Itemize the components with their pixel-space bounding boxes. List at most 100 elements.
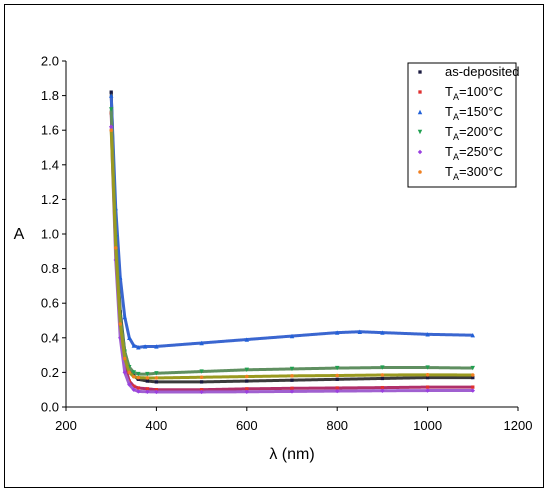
- data-point: [127, 382, 132, 387]
- data-point: [154, 380, 159, 384]
- data-point: [199, 369, 204, 374]
- data-point: [335, 330, 340, 335]
- data-point: [145, 379, 150, 383]
- series-5: [109, 128, 475, 380]
- data-point: [290, 378, 294, 382]
- data-point: [245, 387, 249, 391]
- data-point: [425, 375, 430, 380]
- data-point: [289, 389, 295, 394]
- legend-entry: TA=100°C: [445, 84, 503, 102]
- y-tick-label: 1.0: [41, 227, 59, 242]
- y-tick-labels: 0.0 0.2 0.4 0.6 0.8 1.0 1.2 1.4 1.6 1.8 2.0: [41, 54, 66, 415]
- data-point: [131, 370, 136, 375]
- data-point: [380, 385, 385, 390]
- data-point: [245, 379, 249, 383]
- data-point: [154, 388, 159, 392]
- data-point: [109, 93, 114, 98]
- data-point: [471, 385, 475, 389]
- data-point: [290, 386, 294, 390]
- legend: as-deposited TA=100°C TA=150°C TA=200°C TA=2…: [407, 62, 519, 188]
- x-tick-label: 1200: [504, 418, 533, 433]
- x-tick-labels: 200 400 600 800 1000 1200: [55, 407, 532, 433]
- data-point: [357, 329, 362, 334]
- data-point: [122, 370, 127, 375]
- y-tick-label: 0.8: [41, 261, 59, 276]
- data-point: [145, 389, 150, 394]
- data-point: [127, 370, 132, 375]
- data-point: [109, 128, 113, 132]
- data-point: [425, 388, 430, 393]
- x-tick-label: 600: [236, 418, 258, 433]
- data-point: [154, 371, 159, 376]
- data-point: [199, 340, 204, 346]
- data-point: [154, 376, 159, 380]
- data-point: [132, 384, 136, 388]
- data-point: [471, 373, 475, 377]
- data-point: [154, 389, 159, 395]
- figure-frame: 200 400 600 800 1000 1200 0.0 0.2 0.4 0.6 0.8 1.0 1…: [4, 4, 544, 488]
- legend-entry: as-deposited: [445, 64, 519, 79]
- data-point: [109, 107, 114, 112]
- y-tick-label: 0.6: [41, 296, 59, 311]
- x-tick-label: 1000: [413, 418, 442, 433]
- data-point: [380, 365, 385, 370]
- data-point: [131, 387, 136, 392]
- legend-marker: [417, 129, 423, 135]
- legend-entry: TA=150°C: [445, 104, 503, 122]
- data-point: [425, 332, 430, 337]
- series-4: [109, 124, 475, 395]
- x-tick-label: 200: [55, 418, 77, 433]
- data-point: [290, 374, 294, 378]
- legend-marker: [417, 109, 423, 115]
- data-point: [113, 246, 118, 250]
- data-point: [142, 344, 148, 349]
- y-tick-label: 0.2: [41, 365, 59, 380]
- data-point: [154, 344, 159, 349]
- data-point: [335, 377, 339, 381]
- data-point: [145, 387, 150, 391]
- data-point: [335, 386, 339, 390]
- data-point: [132, 374, 136, 379]
- y-tick-label: 2.0: [41, 54, 59, 69]
- y-tick-label: 0.0: [41, 400, 59, 415]
- legend-entry: TA=300°C: [445, 164, 503, 182]
- data-point: [244, 337, 249, 342]
- legend-entry: TA=200°C: [445, 124, 503, 142]
- plot-area: [109, 90, 475, 395]
- legend-marker: [418, 170, 422, 174]
- data-point: [122, 314, 127, 320]
- x-tick-label: 400: [146, 418, 168, 433]
- data-point: [335, 388, 340, 394]
- x-axis-label: λ (nm): [269, 446, 314, 463]
- y-tick-label: 0.4: [41, 330, 59, 345]
- data-point: [244, 389, 249, 394]
- data-point: [425, 385, 430, 389]
- series-2: [109, 93, 475, 350]
- data-point: [145, 371, 150, 377]
- data-point: [470, 333, 475, 338]
- data-point: [109, 124, 114, 129]
- data-point: [131, 343, 136, 348]
- data-point: [380, 330, 385, 335]
- data-point: [199, 380, 204, 384]
- data-point: [425, 365, 430, 370]
- series-3: [109, 107, 475, 377]
- data-point: [199, 389, 204, 395]
- data-point: [471, 375, 475, 380]
- y-tick-label: 1.4: [41, 157, 59, 172]
- y-tick-label: 1.2: [41, 192, 59, 207]
- data-point: [289, 333, 295, 339]
- y-tick-label: 1.8: [41, 88, 59, 103]
- data-point: [136, 389, 141, 394]
- data-point: [145, 376, 150, 380]
- data-point: [470, 388, 475, 393]
- data-point: [109, 90, 113, 94]
- data-point: [380, 388, 385, 393]
- x-tick-label: 800: [326, 418, 348, 433]
- data-point: [289, 366, 295, 372]
- data-point: [335, 373, 339, 378]
- legend-marker: [417, 149, 423, 155]
- data-point: [245, 374, 249, 379]
- data-point: [118, 322, 122, 326]
- legend-marker: [418, 70, 422, 74]
